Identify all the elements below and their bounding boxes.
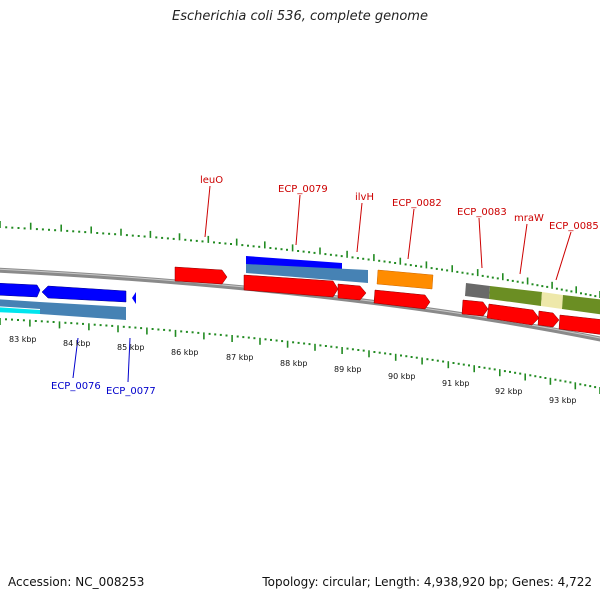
olive-segment-1 [489,286,542,306]
kbp-label-86: 86 kbp [171,348,199,357]
gene-mraW-small [537,310,560,328]
kbp-label-84: 84 kbp [63,339,91,348]
gene-ECP_0083 [461,299,489,317]
kbp-label-85: 85 kbp [117,343,145,352]
gene-label-ECP_0077: ECP_0077 [106,386,156,397]
steelblue-bar-1 [0,299,40,309]
cyan-bar [0,307,40,314]
reverse-label-leaders [72,337,131,383]
olive-segment-2 [562,295,600,315]
khaki-segment [541,292,563,309]
forward-strand-features [174,256,600,335]
reverse-strand-features [0,282,136,320]
blue-cds-2 [41,285,127,303]
gene-ECP_0079 [243,274,339,298]
gene-label-ECP_0076: ECP_0076 [51,381,101,392]
gene-label-leuO: leuO [200,175,223,186]
gene-ECP_0085 [558,314,600,335]
blue-cds-1 [0,282,41,298]
kbp-label-93: 93 kbp [549,396,577,405]
gray-segment [465,283,490,299]
blue-arrowhead [132,292,136,304]
kbp-label-83: 83 kbp [9,335,37,344]
kbp-label-87: 87 kbp [226,353,254,362]
gene-label-ECP_0085: ECP_0085 [549,221,599,232]
forward-label-leaders [204,185,572,281]
lower-scale-ticks [0,318,600,394]
gene-mraW [486,303,540,326]
gene-label-ilvH: ilvH [355,192,374,203]
kbp-label-91: 91 kbp [442,379,470,388]
orange-segment [376,269,434,290]
map-title: Escherichia coli 536, complete genome [172,9,428,24]
kbp-label-88: 88 kbp [280,359,308,368]
gene-leuO [174,266,228,285]
gene-ilvH [337,283,367,301]
gene-label-ECP_0082: ECP_0082 [392,198,442,209]
gene-label-ECP_0079: ECP_0079 [278,184,328,195]
kbp-label-92: 92 kbp [495,387,523,396]
kbp-label-90: 90 kbp [388,372,416,381]
steelblue-bar-2 [40,302,126,320]
kbp-label-89: 89 kbp [334,365,362,374]
upper-scale-ticks [0,221,600,298]
steelblue-segment-upper [246,264,368,283]
accession-text: Accession: NC_008253 [8,575,145,589]
gene-ECP_0082 [373,289,431,310]
topology-text: Topology: circular; Length: 4,938,920 bp… [262,575,592,589]
gene-label-ECP_0083: ECP_0083 [457,207,507,218]
gene-label-mraW: mraW [514,213,544,224]
